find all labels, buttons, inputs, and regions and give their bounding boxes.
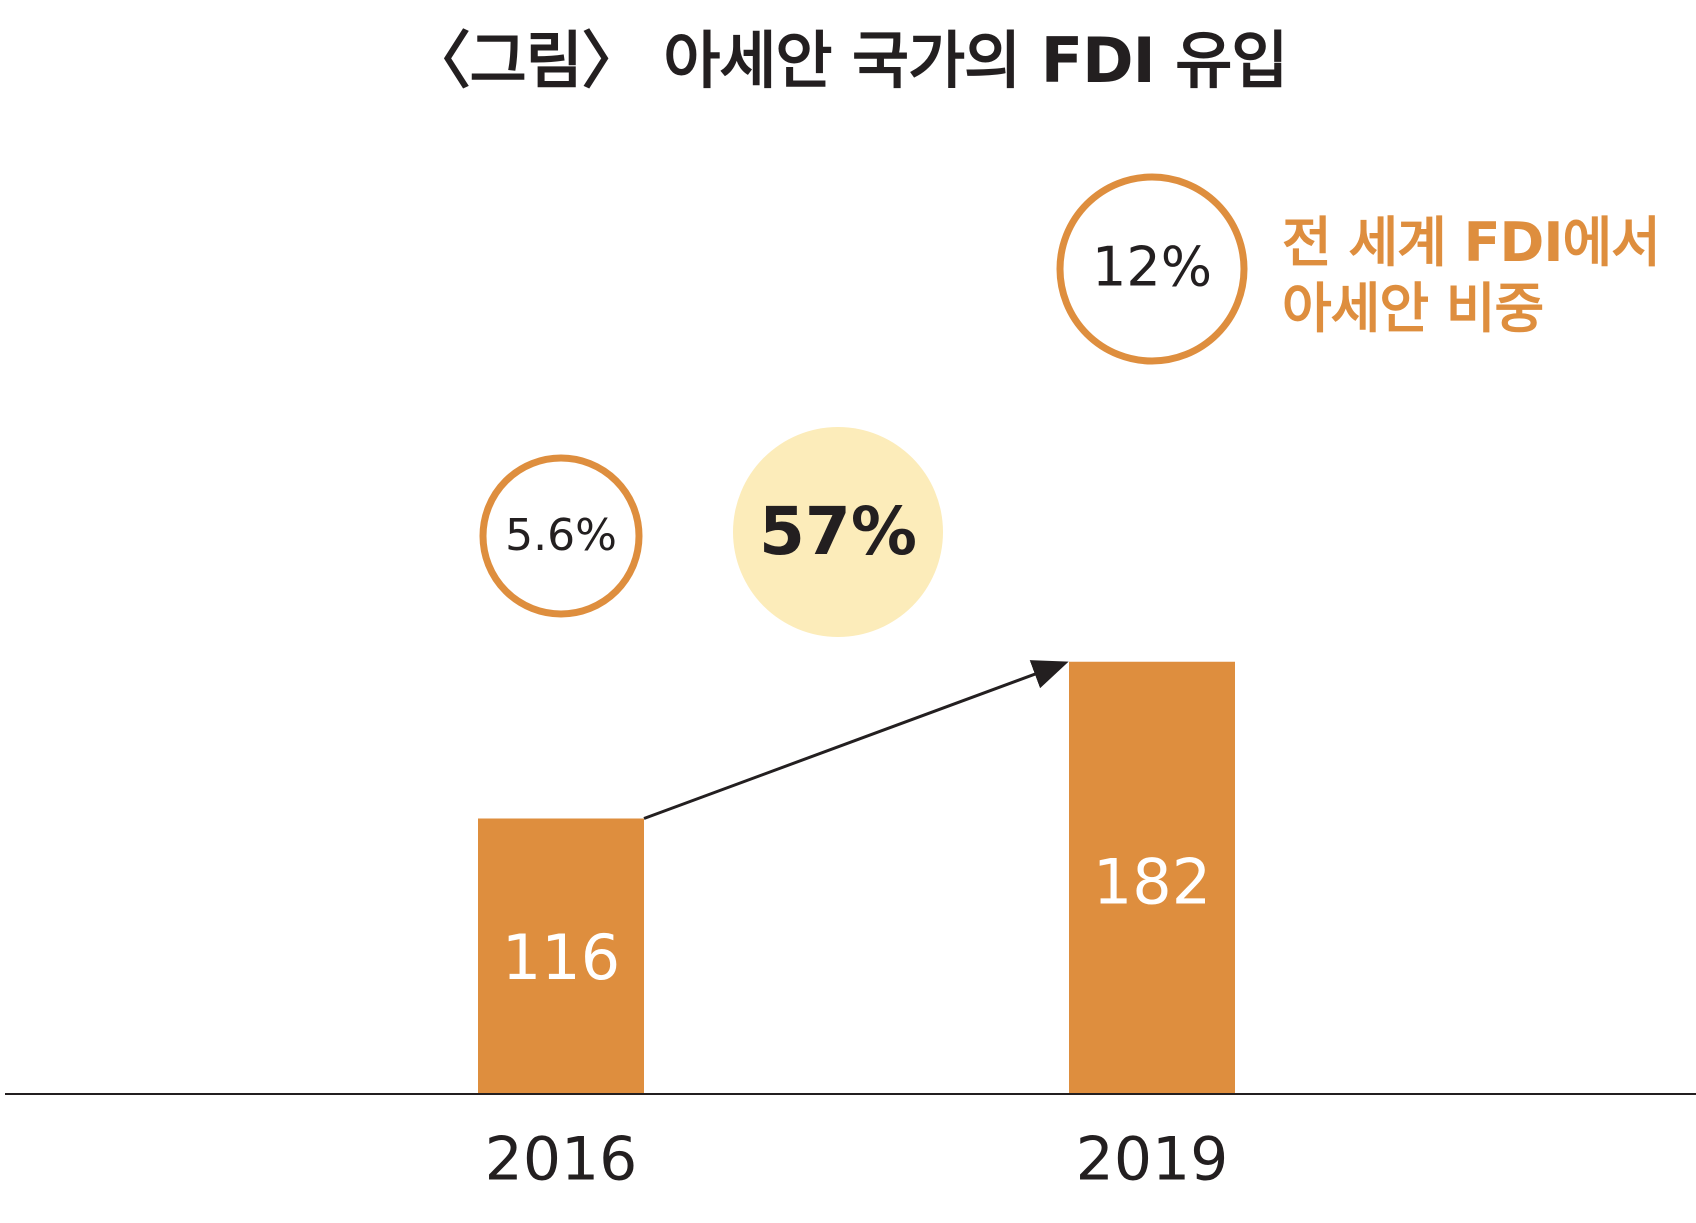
bar-value-label-2016: 116: [502, 921, 620, 994]
bar-2016: [478, 818, 644, 1094]
share-circle-2016: [479, 454, 643, 618]
x-tick-label-2019: 2019: [1076, 1125, 1229, 1195]
share-label-2016: 5.6%: [505, 510, 617, 561]
bar-value-label-2019: 182: [1093, 846, 1211, 919]
share-note-line-2: 아세안 비중: [1282, 277, 1544, 340]
growth-circle: [733, 427, 943, 637]
bar-2019: [1069, 661, 1235, 1094]
growth-label: 57%: [759, 493, 917, 570]
share-label-2019: 12%: [1092, 236, 1212, 299]
growth-arrow: [643, 660, 1069, 820]
share-note-line-1: 전 세계 FDI에서: [1282, 211, 1661, 274]
x-tick-label-2016: 2016: [485, 1125, 638, 1195]
chart-title: 〈그림〉 아세안 국가의 FDI 유입: [408, 24, 1289, 97]
share-circle-2019: [1056, 173, 1248, 365]
